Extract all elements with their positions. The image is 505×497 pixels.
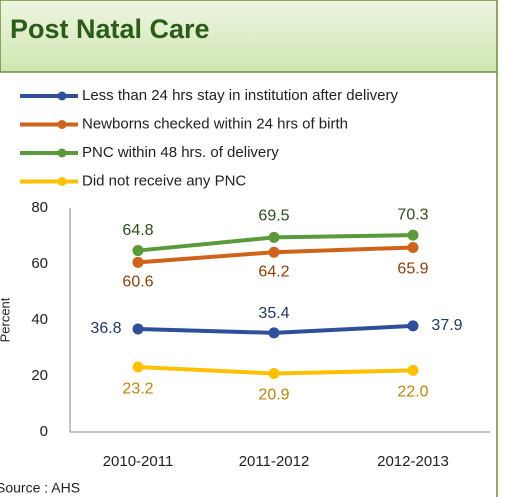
data-point	[268, 246, 280, 258]
data-label: 37.9	[431, 317, 462, 334]
x-tick-label: 2011-2012	[239, 453, 310, 470]
y-tick-label: 0	[40, 423, 48, 440]
data-label: 60.6	[122, 274, 153, 291]
title-box	[0, 0, 498, 73]
data-label: 70.3	[397, 206, 428, 223]
legend-label: PNC within 48 hrs. of delivery	[82, 144, 279, 161]
data-point	[132, 256, 144, 268]
y-tick-label: 80	[31, 199, 48, 216]
data-point	[268, 367, 280, 379]
data-label: 22.0	[397, 384, 428, 401]
y-tick-label: 60	[31, 255, 48, 272]
data-label: 64.2	[258, 263, 289, 280]
x-tick-label: 2010-2011	[103, 453, 174, 470]
chart-title: Post Natal Care	[10, 14, 210, 44]
legend-label: Less than 24 hrs stay in institution aft…	[82, 87, 398, 104]
data-point	[132, 245, 144, 257]
legend-marker	[57, 120, 67, 129]
legend-marker	[57, 148, 67, 158]
y-axis-label: Percent	[0, 297, 12, 342]
legend-label: Did not receive any PNC	[82, 172, 246, 189]
data-point	[407, 320, 419, 332]
data-label: 20.9	[258, 387, 289, 404]
data-point	[407, 364, 419, 376]
y-tick-label: 40	[31, 311, 48, 328]
data-point	[407, 229, 419, 241]
y-tick-label: 20	[31, 367, 48, 384]
data-label: 69.5	[258, 208, 289, 225]
data-point	[132, 361, 144, 373]
legend-marker	[57, 177, 67, 186]
data-point	[268, 327, 280, 339]
data-point	[268, 231, 280, 243]
source-note: Source : AHS	[0, 480, 80, 496]
x-tick-label: 2012-2013	[377, 453, 449, 470]
data-label: 36.8	[90, 320, 121, 337]
data-label: 65.9	[397, 261, 428, 278]
data-label: 35.4	[258, 305, 289, 322]
data-point	[132, 323, 144, 335]
data-point	[407, 241, 419, 253]
data-label: 23.2	[122, 380, 153, 397]
data-label: 64.8	[122, 222, 153, 239]
legend-label: Newborns checked within 24 hrs of birth	[82, 115, 348, 132]
legend-marker	[57, 91, 67, 101]
